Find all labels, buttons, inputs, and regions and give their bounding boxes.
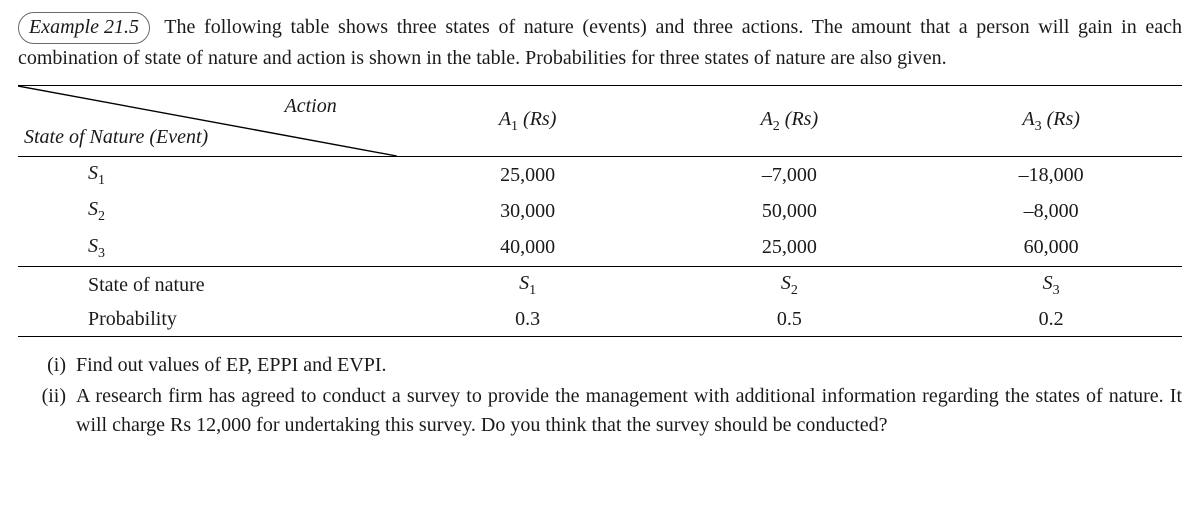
prob-col-s1: S1 — [397, 266, 659, 303]
col-header-a2: A2 (Rs) — [658, 86, 920, 157]
cell: 30,000 — [397, 193, 659, 229]
example-label: Example 21.5 — [18, 12, 150, 44]
prob-val: 0.2 — [920, 303, 1182, 337]
cell: –7,000 — [658, 157, 920, 194]
col-header-a1: A1 (Rs) — [397, 86, 659, 157]
state-label-s3: S3 — [18, 230, 397, 267]
cell: 25,000 — [397, 157, 659, 194]
prob-col-s3: S3 — [920, 266, 1182, 303]
prob-value-row: Probability 0.3 0.5 0.2 — [18, 303, 1182, 337]
diag-label-state: State of Nature (Event) — [24, 123, 208, 152]
intro-paragraph: Example 21.5 The following table shows t… — [18, 12, 1182, 73]
table-row: S2 30,000 50,000 –8,000 — [18, 193, 1182, 229]
question-item: (i) Find out values of EP, EPPI and EVPI… — [18, 351, 1182, 380]
cell: –8,000 — [920, 193, 1182, 229]
payoff-table: Action State of Nature (Event) A1 (Rs) A… — [18, 85, 1182, 337]
question-text: Find out values of EP, EPPI and EVPI. — [76, 351, 1182, 380]
cell: 60,000 — [920, 230, 1182, 267]
prob-col-s2: S2 — [658, 266, 920, 303]
prob-val: 0.5 — [658, 303, 920, 337]
prob-val: 0.3 — [397, 303, 659, 337]
question-item: (ii) A research firm has agreed to condu… — [18, 382, 1182, 440]
question-number: (i) — [18, 351, 76, 380]
col-header-a3: A3 (Rs) — [920, 86, 1182, 157]
state-label-s1: S1 — [18, 157, 397, 194]
prob-header-label: State of nature — [18, 266, 397, 303]
cell: 25,000 — [658, 230, 920, 267]
prob-value-label: Probability — [18, 303, 397, 337]
question-number: (ii) — [18, 382, 76, 440]
questions-block: (i) Find out values of EP, EPPI and EVPI… — [18, 351, 1182, 440]
cell: 50,000 — [658, 193, 920, 229]
table-header-row: Action State of Nature (Event) A1 (Rs) A… — [18, 86, 1182, 157]
prob-header-row: State of nature S1 S2 S3 — [18, 266, 1182, 303]
cell: –18,000 — [920, 157, 1182, 194]
cell: 40,000 — [397, 230, 659, 267]
diag-label-action: Action — [285, 92, 337, 121]
state-label-s2: S2 — [18, 193, 397, 229]
intro-text: The following table shows three states o… — [18, 16, 1182, 69]
diagonal-header-cell: Action State of Nature (Event) — [18, 86, 397, 157]
table-row: S3 40,000 25,000 60,000 — [18, 230, 1182, 267]
table-row: S1 25,000 –7,000 –18,000 — [18, 157, 1182, 194]
question-text: A research firm has agreed to conduct a … — [76, 382, 1182, 440]
